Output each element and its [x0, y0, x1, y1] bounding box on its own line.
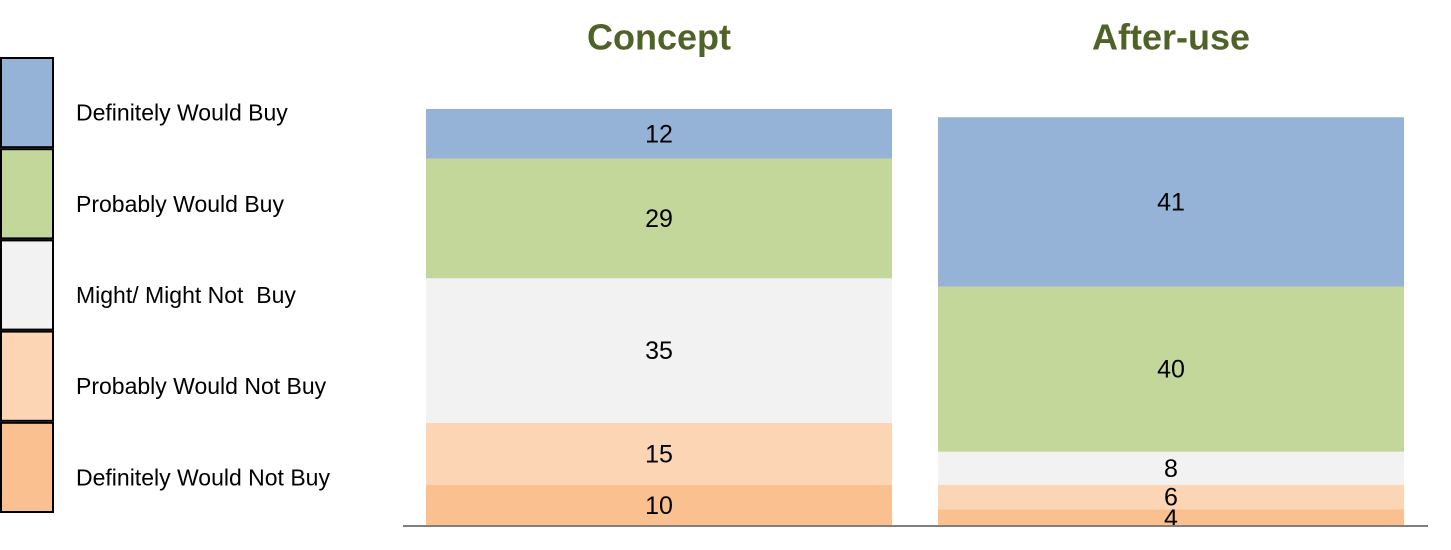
- legend-swatch: [0, 57, 54, 149]
- bar-segment: [938, 451, 1404, 485]
- bar-segment: [426, 278, 892, 423]
- legend-swatch: [0, 239, 54, 331]
- legend-label: Definitely Would Not Buy: [76, 464, 330, 490]
- legend-label: Probably Would Not Buy: [76, 373, 327, 399]
- data-label: 8: [1164, 455, 1178, 483]
- data-label: 29: [645, 205, 673, 233]
- bar-segment: [938, 484, 1404, 510]
- data-label: 12: [645, 120, 673, 148]
- bar-segment: [426, 422, 892, 485]
- legend-label: Probably Would Buy: [76, 191, 284, 217]
- bar-segment: [938, 286, 1404, 452]
- data-label: 41: [1157, 189, 1185, 217]
- data-label: 10: [645, 492, 673, 520]
- category-label: After-use: [1092, 17, 1250, 58]
- data-label: 15: [645, 440, 673, 468]
- category-label: Concept: [587, 17, 731, 58]
- legend-label: Might/ Might Not Buy: [76, 282, 296, 308]
- bar-segment: [938, 509, 1404, 526]
- bar-segment: [426, 484, 892, 526]
- legend-swatch: [0, 421, 54, 513]
- data-label: 40: [1157, 356, 1185, 384]
- data-label: 6: [1164, 484, 1178, 512]
- bar-segment: [426, 158, 892, 279]
- legend-swatch: [0, 148, 54, 240]
- legend-label: Definitely Would Buy: [76, 100, 288, 126]
- bar-segment: [938, 117, 1404, 287]
- bar-segment: [426, 109, 892, 159]
- data-label: 35: [645, 337, 673, 365]
- legend-swatch: [0, 330, 54, 422]
